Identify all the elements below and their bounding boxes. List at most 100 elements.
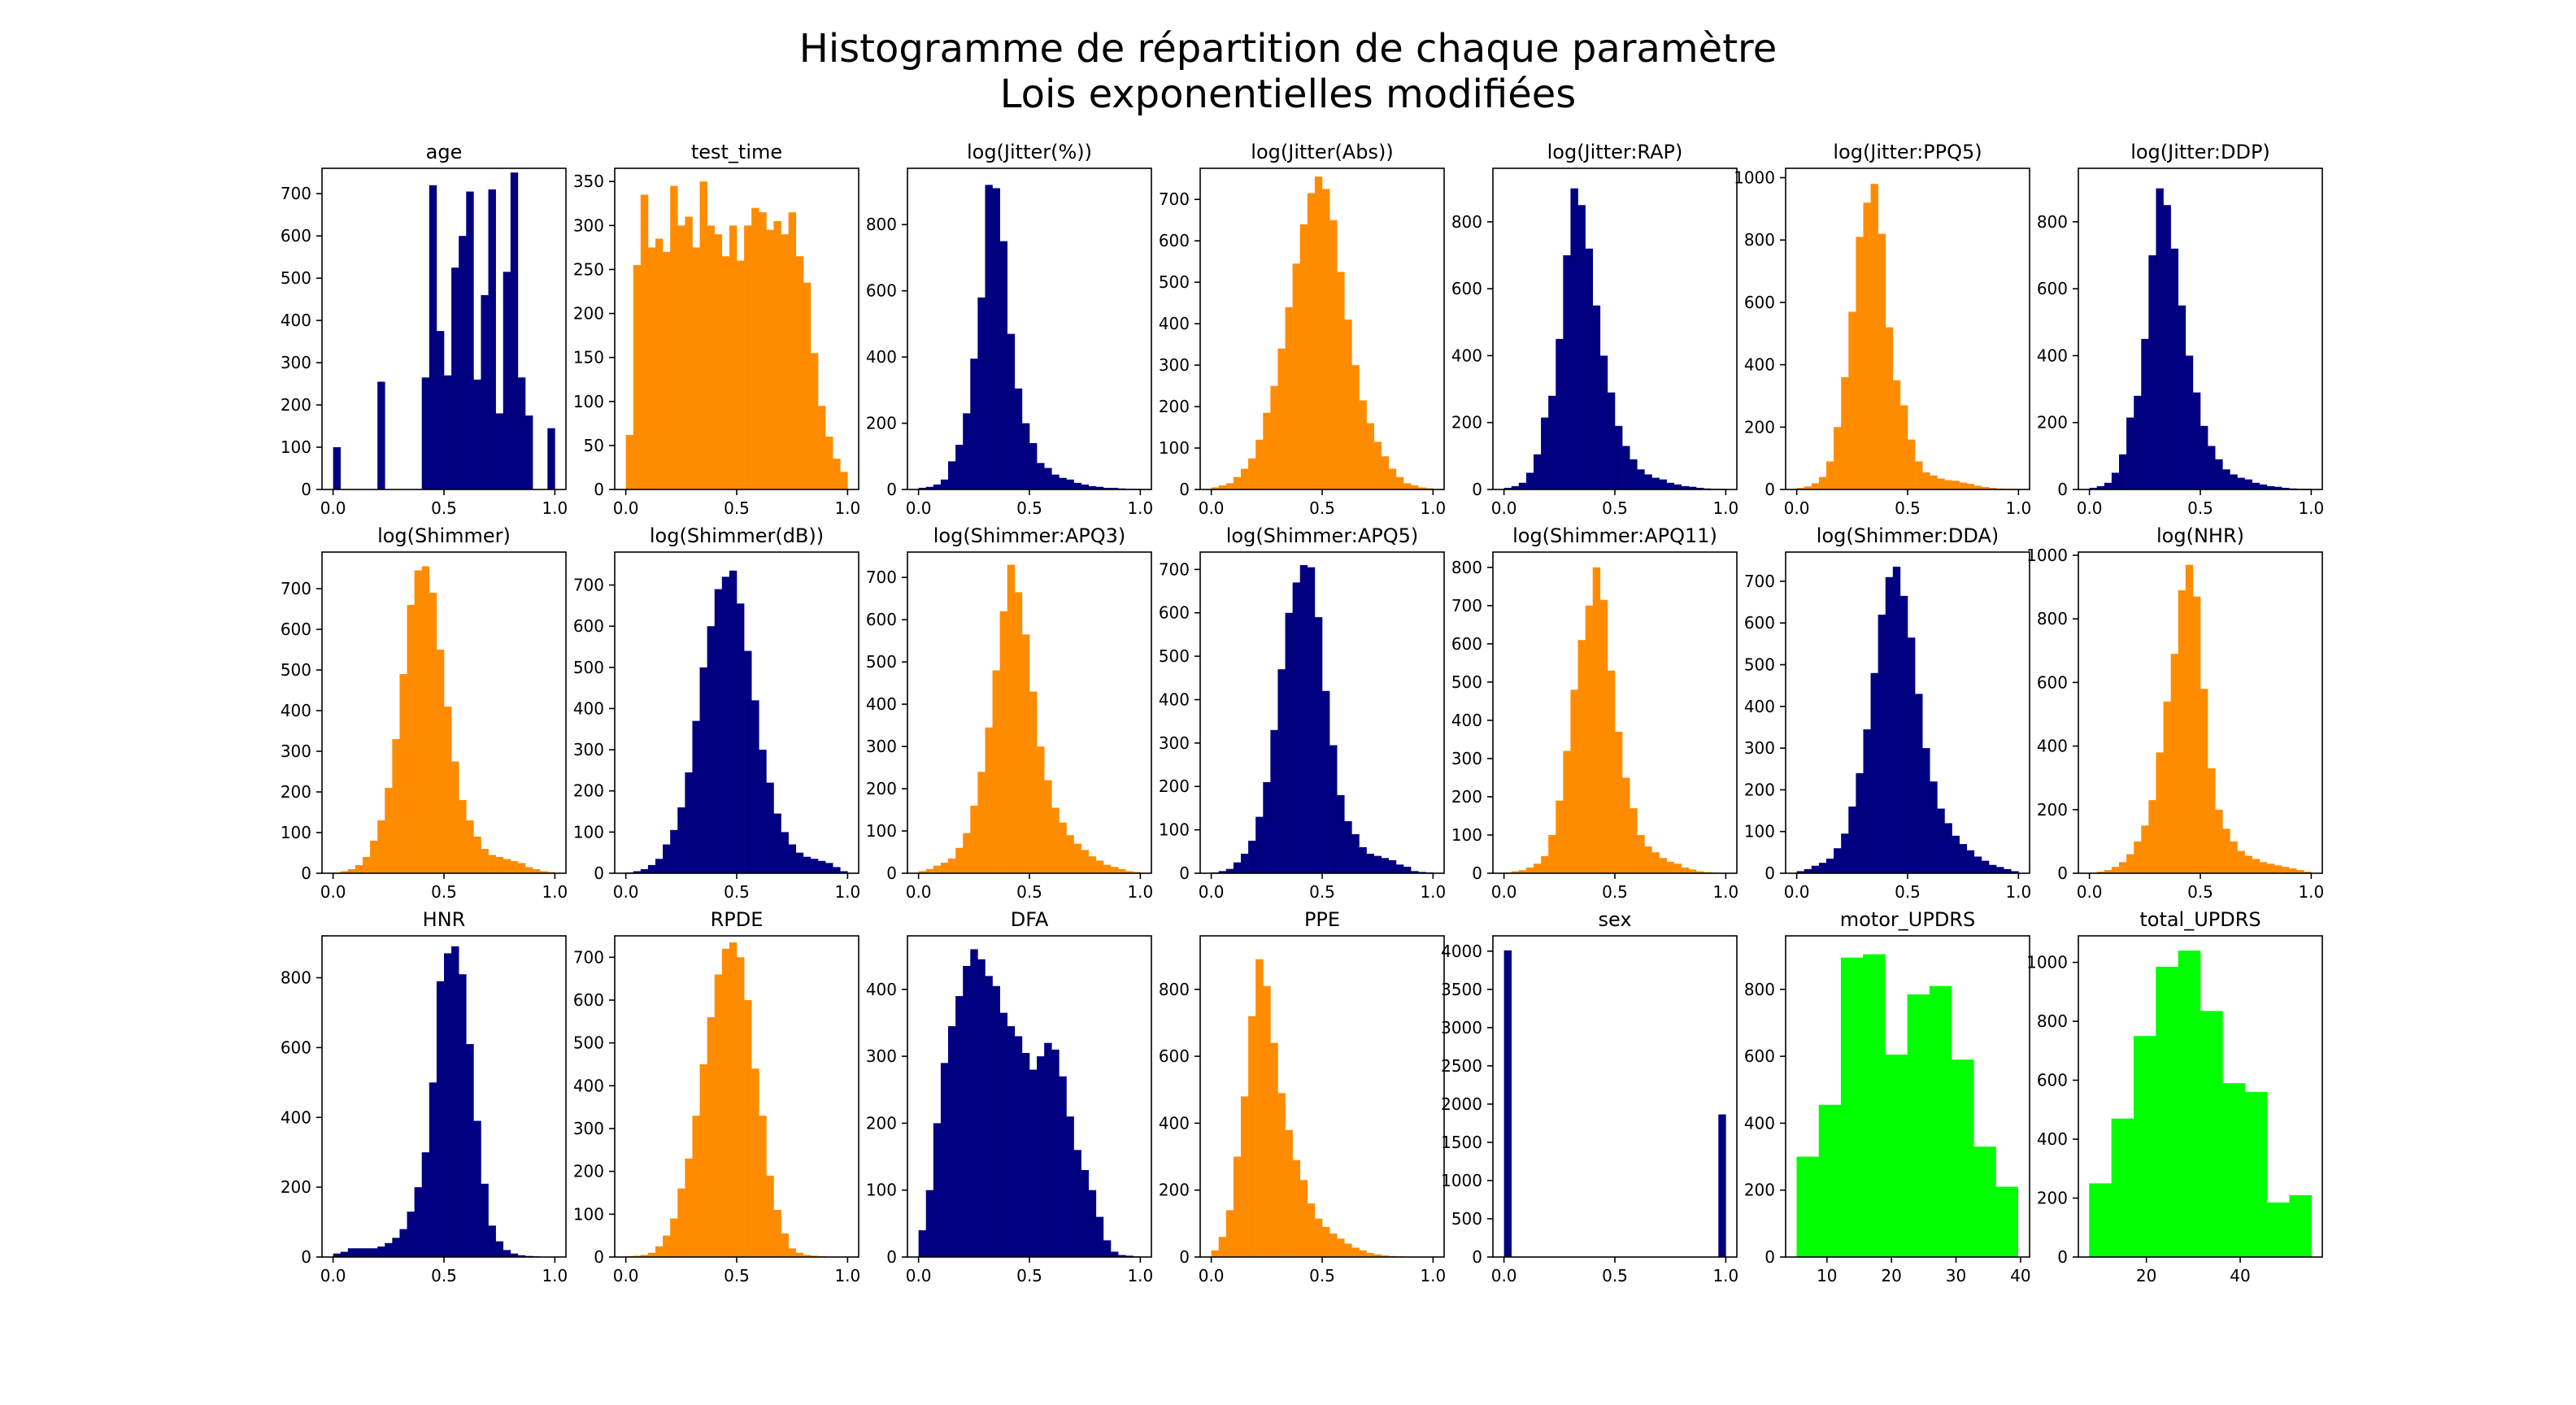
histogram-bar <box>1834 848 1842 873</box>
y-tick-label: 300 <box>1451 749 1482 768</box>
histogram-bar <box>495 1241 504 1257</box>
y-tick-label: 500 <box>281 660 311 680</box>
histogram-bar <box>1218 871 1227 873</box>
histogram-bar <box>977 959 986 1257</box>
histogram-bar <box>2289 868 2297 873</box>
histogram-bar <box>1337 1238 1345 1257</box>
histogram-bar <box>963 966 971 1257</box>
y-tick-label: 200 <box>281 782 311 802</box>
y-tick-label: 1000 <box>2026 546 2068 565</box>
histogram-bar <box>955 996 964 1257</box>
histogram-bar <box>1373 442 1382 489</box>
y-tick-label: 200 <box>1744 417 1775 437</box>
histogram-bar <box>999 611 1008 873</box>
histogram-bar <box>1644 846 1652 873</box>
histogram-bar <box>1125 871 1134 873</box>
histogram-bar <box>670 829 678 873</box>
y-tick-label: 500 <box>1159 646 1190 666</box>
histogram-bar <box>399 1229 407 1257</box>
x-tick-label: 1.0 <box>1127 1266 1153 1285</box>
y-tick-label: 400 <box>281 311 311 330</box>
histogram-bar <box>985 976 993 1257</box>
histogram-bar <box>985 185 993 489</box>
y-tick-label: 0 <box>594 480 604 499</box>
y-tick-label: 600 <box>1744 293 1775 312</box>
histogram-bar <box>1366 423 1374 489</box>
histogram-bar <box>925 1190 934 1257</box>
histogram-bar <box>1007 564 1016 873</box>
histogram-bar <box>640 868 649 873</box>
histogram-bar <box>1344 1243 1352 1257</box>
histogram-bar <box>1233 1156 1242 1257</box>
histogram-bar <box>1688 869 1697 873</box>
histogram-bar <box>1796 488 1805 489</box>
x-tick-label: 1.0 <box>2005 498 2031 518</box>
histogram-bar <box>1066 479 1074 489</box>
y-tick-label: 800 <box>281 968 311 988</box>
x-tick-label: 1.0 <box>542 882 568 902</box>
histogram-bar <box>340 1251 349 1257</box>
histogram-bar <box>1908 637 1916 873</box>
x-tick-label: 0.0 <box>906 1266 932 1285</box>
y-tick-label: 400 <box>573 1076 604 1095</box>
histogram-bar <box>1395 476 1404 489</box>
histogram-bar <box>773 813 781 873</box>
histogram-bar <box>1518 482 1527 489</box>
histogram-bar <box>466 820 474 873</box>
histogram-bar <box>1418 487 1426 489</box>
histogram-bar <box>1870 672 1878 873</box>
histogram-bar <box>1292 582 1301 873</box>
histogram-bar <box>1996 867 2004 873</box>
histogram-bar <box>451 946 459 1257</box>
x-tick-label: 0.0 <box>1491 498 1517 518</box>
x-tick-label: 0.5 <box>2187 498 2213 518</box>
histogram-bar <box>781 832 789 873</box>
subplot-log-jitter-rap: 0.0 0.5 1.0 0 200 400 600 800 log(Jitter:RAP) <box>1451 141 1738 518</box>
histogram-bar <box>633 265 642 489</box>
histogram-bar <box>721 576 730 873</box>
x-tick-label: 1.0 <box>1712 498 1738 518</box>
histogram-bar <box>385 788 393 873</box>
histogram-bar <box>663 1235 671 1257</box>
histogram-bar <box>692 1116 700 1257</box>
histogram-bar <box>677 1188 685 1257</box>
histogram-bar <box>2266 485 2275 489</box>
y-tick-label: 400 <box>281 1107 311 1127</box>
histogram-bar <box>955 445 964 489</box>
histogram-bar <box>2244 855 2252 873</box>
histogram-bar <box>699 1064 707 1257</box>
histogram-bar <box>1841 833 1849 873</box>
histogram-bar <box>1059 477 1067 489</box>
y-tick-label: 150 <box>573 348 604 368</box>
subplot-dfa: 0.0 0.5 1.0 0 100 200 300 400 DFA <box>866 908 1153 1285</box>
histogram-bar <box>1556 800 1564 873</box>
histogram-bar <box>977 297 986 489</box>
y-tick-label: 600 <box>1451 634 1482 654</box>
y-tick-label: 500 <box>281 268 311 288</box>
histogram-bar <box>1863 202 1871 490</box>
histogram-bar <box>1314 617 1323 873</box>
histogram-bar <box>414 570 423 873</box>
subplot-title: HNR <box>423 908 466 931</box>
histogram-bar <box>2222 1083 2245 1257</box>
subplot-title: DFA <box>1011 908 1049 931</box>
y-tick-label: 600 <box>281 620 311 639</box>
histogram-bar <box>2222 469 2230 489</box>
histogram-bar <box>670 1218 678 1257</box>
x-tick-label: 1.0 <box>1712 1266 1738 1285</box>
histogram-bar <box>2208 768 2216 873</box>
subplot-title: log(Shimmer:APQ11) <box>1512 524 1717 547</box>
histogram-bar <box>1044 468 1052 489</box>
figure-title: Histogramme de répartition de chaque par… <box>798 26 1778 72</box>
y-tick-label: 300 <box>866 1046 897 1066</box>
y-tick-label: 300 <box>1744 738 1775 758</box>
histogram-bar <box>2096 485 2105 489</box>
y-tick-label: 700 <box>1159 189 1190 209</box>
subplot-title: log(NHR) <box>2156 524 2244 547</box>
x-tick-label: 0.5 <box>1309 498 1335 518</box>
histogram-bar <box>1292 263 1301 489</box>
histogram-bar <box>1841 376 1849 489</box>
histogram-bar <box>1103 487 1112 489</box>
y-tick-label: 2500 <box>1441 1056 1482 1076</box>
